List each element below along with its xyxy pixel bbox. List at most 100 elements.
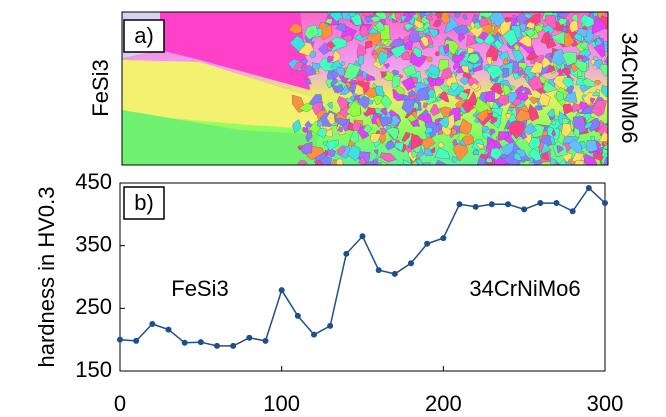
grain — [439, 67, 453, 80]
grain — [346, 100, 361, 117]
right-label: 34CrNiMo6 — [617, 32, 642, 143]
grain — [420, 35, 430, 47]
grain — [466, 53, 481, 64]
grain — [432, 19, 441, 28]
grain — [528, 148, 542, 162]
series-line — [119, 186, 606, 347]
data-point — [278, 287, 285, 294]
grain — [556, 145, 564, 154]
grain — [322, 140, 328, 147]
grain — [528, 75, 544, 91]
grain — [558, 18, 568, 26]
grain — [509, 113, 517, 124]
grain — [534, 105, 543, 111]
grain — [458, 118, 473, 135]
grain — [434, 147, 451, 160]
grain — [451, 127, 457, 135]
grain — [497, 89, 504, 95]
grain — [379, 18, 386, 26]
grain — [479, 16, 490, 27]
grain — [401, 131, 411, 142]
grain — [451, 156, 458, 163]
grain — [525, 51, 540, 60]
y-tick-label: 250 — [75, 294, 112, 319]
grain — [523, 28, 536, 38]
data-point — [440, 235, 447, 242]
grain — [573, 33, 583, 42]
grain — [605, 124, 608, 129]
grain — [354, 12, 361, 15]
x-tick-label: 200 — [425, 391, 462, 416]
grain — [603, 156, 608, 165]
grain — [411, 132, 423, 150]
grain — [612, 134, 618, 139]
grain — [383, 63, 390, 70]
grain — [348, 86, 354, 92]
grain — [420, 136, 436, 150]
grain — [370, 133, 382, 143]
grain — [305, 78, 312, 85]
grain — [335, 84, 344, 94]
grain — [588, 164, 593, 165]
grain — [359, 25, 370, 39]
grain — [585, 140, 599, 153]
x-tick-label: 100 — [263, 391, 300, 416]
grain — [372, 82, 378, 88]
data-point — [521, 206, 528, 213]
grain — [573, 127, 580, 139]
grain — [327, 56, 334, 63]
grain — [334, 158, 344, 165]
grain — [443, 39, 460, 56]
grain — [434, 51, 440, 57]
grain — [452, 143, 469, 162]
grain — [400, 14, 408, 23]
grain — [459, 76, 469, 86]
data-point — [537, 200, 544, 207]
grain — [414, 19, 424, 29]
grain — [356, 95, 370, 110]
grain — [470, 82, 480, 90]
grain — [498, 131, 509, 141]
grain — [394, 142, 404, 152]
grain — [364, 107, 377, 116]
data-point — [505, 201, 511, 208]
grain — [407, 113, 417, 123]
grain — [511, 98, 522, 106]
grain — [551, 48, 567, 66]
grain — [590, 136, 595, 142]
grain — [502, 84, 512, 97]
grain — [375, 155, 381, 159]
grain — [607, 129, 608, 130]
grain — [590, 99, 607, 117]
grain — [424, 13, 434, 21]
grain — [329, 12, 343, 23]
grain — [324, 18, 333, 25]
grain — [581, 78, 597, 88]
microstructure-image — [122, 12, 618, 165]
panel-label-box — [123, 186, 165, 220]
grain — [529, 61, 543, 74]
grain — [421, 108, 429, 117]
grain — [409, 51, 427, 68]
data-point — [343, 250, 350, 257]
grain — [300, 141, 313, 154]
grain — [309, 50, 316, 59]
grain — [365, 73, 376, 81]
grain — [402, 64, 417, 77]
data-point — [408, 260, 414, 267]
data-point — [165, 326, 172, 333]
grain — [332, 117, 348, 127]
grain — [335, 23, 347, 32]
grain — [365, 160, 374, 165]
grain — [407, 12, 416, 17]
grain — [379, 127, 387, 136]
grain — [395, 85, 405, 95]
grain — [122, 60, 330, 130]
grain — [593, 79, 602, 86]
grain — [380, 107, 388, 116]
grain — [540, 30, 551, 46]
grain — [458, 91, 469, 101]
grain — [382, 164, 386, 165]
grain — [312, 62, 321, 71]
grain — [475, 109, 489, 123]
